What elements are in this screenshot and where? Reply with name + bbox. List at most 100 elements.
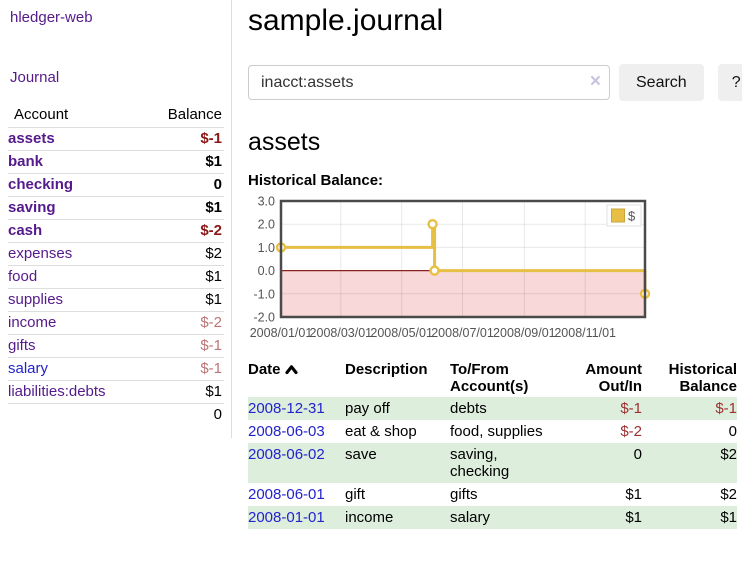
main-content: sample.journal × Search ? assets Histori… xyxy=(232,0,742,582)
chart-legend-swatch xyxy=(612,209,625,222)
account-row: saving $1 xyxy=(8,197,224,220)
transaction-accounts: gifts xyxy=(450,483,560,506)
account-heading: assets xyxy=(248,128,742,157)
account-balance: $1 xyxy=(158,266,224,289)
chart-data-marker xyxy=(429,220,437,228)
account-link-supplies[interactable]: supplies xyxy=(8,291,63,308)
journal-row: 2008-06-02savesaving, checking0$2 xyxy=(248,443,737,483)
account-balance: $-2 xyxy=(158,220,224,243)
account-row: liabilities:debts $1 xyxy=(8,381,224,404)
journal-header-description: Description xyxy=(345,359,450,397)
account-link-food[interactable]: food xyxy=(8,268,37,285)
sidebar-item-journal[interactable]: Journal xyxy=(10,69,231,86)
transaction-description: income xyxy=(345,506,450,529)
account-link-income[interactable]: income xyxy=(8,314,56,331)
journal-row: 2008-06-01giftgifts$1$2 xyxy=(248,483,737,506)
account-balance: 0 xyxy=(158,174,224,197)
chart-y-tick-label: -1.0 xyxy=(253,287,275,301)
transaction-balance: $2 xyxy=(642,443,737,483)
account-row: expenses $2 xyxy=(8,243,224,266)
accounts-total-row: 0 xyxy=(8,404,224,427)
chart-y-tick-label: 1.0 xyxy=(258,241,275,255)
journal-header-amount: Amount Out/In xyxy=(560,359,642,397)
account-row: supplies $1 xyxy=(8,289,224,312)
search-box: × xyxy=(248,65,610,100)
transaction-accounts: salary xyxy=(450,506,560,529)
transaction-amount: $-1 xyxy=(560,397,642,420)
account-balance: $1 xyxy=(158,151,224,174)
chart-x-tick-label: 2008/09/01 xyxy=(493,326,556,340)
account-link-saving[interactable]: saving xyxy=(8,199,56,216)
transaction-date-link[interactable]: 2008-06-01 xyxy=(248,486,325,503)
journal-row: 2008-12-31pay offdebts$-1$-1 xyxy=(248,397,737,420)
account-balance: $2 xyxy=(158,243,224,266)
chart-y-tick-label: -2.0 xyxy=(253,311,275,325)
account-row: salary $-1 xyxy=(8,358,224,381)
page-title: sample.journal xyxy=(248,4,742,38)
account-balance: $1 xyxy=(158,289,224,312)
account-row: bank $1 xyxy=(8,151,224,174)
accounts-total-value: 0 xyxy=(158,404,224,427)
search-input[interactable] xyxy=(248,65,610,100)
account-link-assets[interactable]: assets xyxy=(8,130,55,147)
journal-header-date[interactable]: Date xyxy=(248,359,345,397)
chart-x-tick-label: 2008/05/01 xyxy=(370,326,433,340)
journal-header-accounts: To/From Account(s) xyxy=(450,359,560,397)
sort-ascending-icon xyxy=(285,364,298,375)
transaction-amount: $1 xyxy=(560,506,642,529)
account-link-bank[interactable]: bank xyxy=(8,153,43,170)
transaction-accounts: food, supplies xyxy=(450,420,560,443)
sidebar: hledger-web Journal Account Balance asse… xyxy=(0,0,232,438)
account-row: checking 0 xyxy=(8,174,224,197)
transaction-date-link[interactable]: 2008-06-03 xyxy=(248,423,325,440)
transaction-amount: $1 xyxy=(560,483,642,506)
account-row: cash $-2 xyxy=(8,220,224,243)
chart-y-tick-label: 3.0 xyxy=(258,195,275,209)
account-row: food $1 xyxy=(8,266,224,289)
search-button[interactable]: Search xyxy=(619,64,704,101)
accounts-header-account: Account xyxy=(8,103,158,128)
chart-title: Historical Balance: xyxy=(248,172,742,189)
transaction-amount: $-2 xyxy=(560,420,642,443)
transaction-balance: $1 xyxy=(642,506,737,529)
accounts-header-balance: Balance xyxy=(158,103,224,128)
transaction-balance: $-1 xyxy=(642,397,737,420)
chart-x-tick-label: 2008/11/01 xyxy=(554,326,616,340)
historical-balance-chart: $3.0 2.0 1.0 0.0 -1.0 -2.02008/01/012008/03/0… xyxy=(248,196,742,344)
chart-x-tick-label: 2008/03/01 xyxy=(310,326,373,340)
transaction-balance: $2 xyxy=(642,483,737,506)
account-balance: $1 xyxy=(158,197,224,220)
account-balance: $-2 xyxy=(158,312,224,335)
transaction-date-link[interactable]: 2008-06-02 xyxy=(248,446,325,463)
transaction-accounts: saving, checking xyxy=(450,443,560,483)
chart-x-tick-label: 2008/07/01 xyxy=(431,326,494,340)
account-row: assets $-1 xyxy=(8,128,224,151)
account-link-gifts[interactable]: gifts xyxy=(8,337,36,354)
clear-search-icon[interactable]: × xyxy=(590,70,601,94)
account-link-cash[interactable]: cash xyxy=(8,222,42,239)
transaction-balance: 0 xyxy=(642,420,737,443)
account-balance: $-1 xyxy=(158,128,224,151)
help-button[interactable]: ? xyxy=(718,64,742,101)
account-balance: $1 xyxy=(158,381,224,404)
chart-y-tick-label: 0.0 xyxy=(258,264,275,278)
brand-link[interactable]: hledger-web xyxy=(10,9,231,26)
transaction-description: eat & shop xyxy=(345,420,450,443)
account-balance: $-1 xyxy=(158,335,224,358)
account-row: gifts $-1 xyxy=(8,335,224,358)
transaction-date-link[interactable]: 2008-12-31 xyxy=(248,400,325,417)
chart-x-tick-label: 2008/01/01 xyxy=(250,326,313,340)
transaction-amount: 0 xyxy=(560,443,642,483)
account-link-checking[interactable]: checking xyxy=(8,176,73,193)
chart-data-marker xyxy=(431,267,439,275)
journal-header-balance: Historical Balance xyxy=(642,359,737,397)
transaction-accounts: debts xyxy=(450,397,560,420)
account-balance: $-1 xyxy=(158,358,224,381)
chart-legend-label: $ xyxy=(628,209,636,224)
transaction-date-link[interactable]: 2008-01-01 xyxy=(248,509,325,526)
account-link-salary[interactable]: salary xyxy=(8,360,48,377)
account-link-liabilities-debts[interactable]: liabilities:debts xyxy=(8,383,106,400)
journal-row: 2008-01-01incomesalary$1$1 xyxy=(248,506,737,529)
chart-y-tick-label: 2.0 xyxy=(258,218,275,232)
account-link-expenses[interactable]: expenses xyxy=(8,245,72,262)
